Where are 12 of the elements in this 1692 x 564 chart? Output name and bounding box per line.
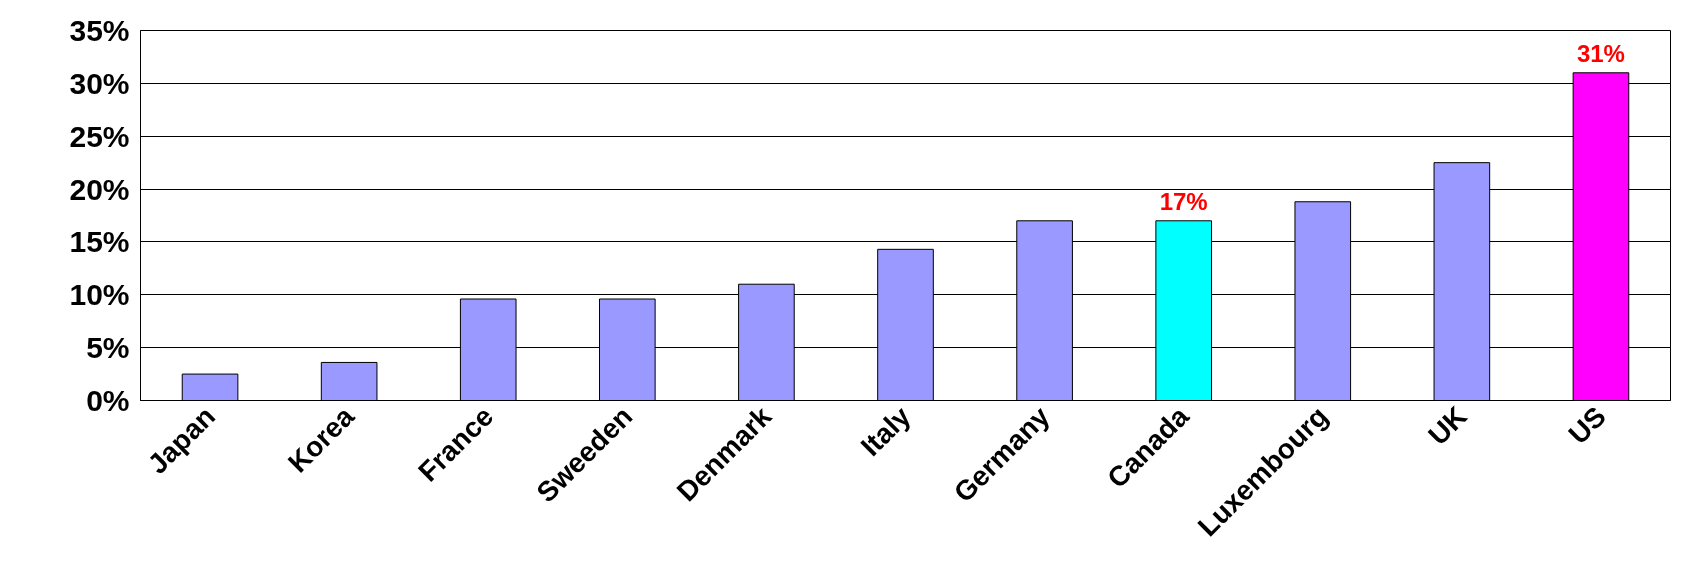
y-tick-label: 30% — [69, 66, 130, 100]
y-tick-label: 5% — [86, 331, 130, 365]
y-tick-label: 35% — [69, 14, 130, 47]
y-tick-label: 25% — [69, 119, 130, 153]
y-tick-label: 15% — [69, 225, 130, 259]
data-label: 17% — [1159, 187, 1208, 215]
y-tick-label: 0% — [86, 384, 130, 417]
y-tick-label: 10% — [69, 278, 130, 312]
x-tick-label: UK — [1422, 400, 1473, 452]
data-label: 31% — [1576, 39, 1625, 67]
y-tick-label: 20% — [69, 172, 130, 206]
x-tick-label: US — [1562, 400, 1612, 450]
